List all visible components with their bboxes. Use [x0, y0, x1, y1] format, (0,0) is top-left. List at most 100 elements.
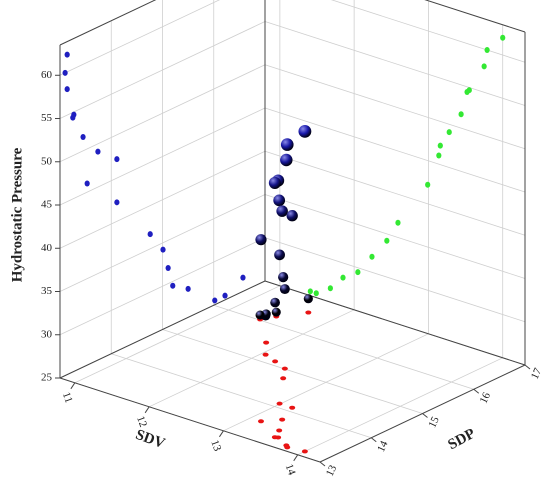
projection-point [437, 142, 443, 149]
tick-mark [473, 388, 480, 394]
projection-point [84, 180, 90, 187]
projection-point [222, 292, 228, 299]
projection-point [114, 156, 120, 163]
tick-mark [370, 437, 377, 443]
projection-point [384, 237, 390, 244]
projection-point [212, 297, 218, 304]
projection-point [160, 246, 166, 253]
grid-line [213, 304, 474, 390]
projection-point [307, 288, 313, 295]
data-point [298, 124, 312, 138]
data-point [280, 153, 293, 167]
x-tick-label: 11 [60, 391, 75, 405]
projection-point [262, 352, 269, 357]
x-tick-label: 12 [134, 414, 149, 428]
data-point [255, 234, 267, 246]
projection-point [279, 417, 286, 422]
projection-point [369, 253, 375, 260]
projection-point [147, 231, 153, 238]
projection-point [64, 86, 70, 93]
tick-mark [144, 406, 150, 414]
projection-point [114, 199, 120, 206]
z-tick-label: 45 [41, 199, 53, 211]
projection-point [395, 219, 401, 226]
projection-point [425, 181, 431, 188]
projection-point [301, 449, 308, 454]
x-tick-label: 13 [208, 438, 223, 453]
axis-edge [59, 0, 157, 46]
tick-mark [219, 430, 224, 438]
data-point [280, 138, 294, 151]
tick-mark [524, 364, 531, 370]
z-axis-title: Hydrostatic Pressure [9, 147, 25, 282]
projection-point [80, 134, 86, 141]
data-point [270, 297, 280, 308]
projection-point [289, 405, 296, 410]
y-tick-label: 14 [375, 439, 391, 454]
projection-point [313, 290, 319, 297]
marks [62, 34, 506, 454]
y-tick-label: 17 [529, 366, 545, 381]
y-tick-label: 16 [478, 390, 494, 405]
projection-point [185, 285, 191, 292]
projection-point [280, 376, 287, 381]
data-point [273, 194, 286, 207]
y-tick-label: 13 [324, 463, 340, 478]
projection-point [446, 129, 452, 136]
projection-point [64, 51, 70, 58]
projection-point [272, 359, 279, 364]
projection-point [464, 88, 470, 95]
z-tick-label: 35 [41, 285, 53, 297]
z-tick-label: 60 [41, 69, 53, 81]
projection-point [436, 152, 442, 159]
data-point [286, 210, 298, 222]
projection-point [458, 111, 464, 118]
projection-point [327, 285, 333, 292]
x-tick-label: 14 [283, 462, 298, 477]
projection-point [340, 274, 346, 281]
grid-line [330, 0, 526, 63]
grid-line [264, 107, 526, 193]
projection-point [263, 340, 270, 345]
z-tick-label: 50 [41, 155, 53, 167]
tick-mark [319, 461, 326, 467]
data-point [276, 205, 288, 217]
grid-line [111, 353, 372, 439]
grid-line [264, 194, 526, 279]
grid-line [264, 21, 526, 106]
data-point [274, 249, 285, 261]
data-point [271, 307, 281, 317]
projection-point [305, 310, 312, 315]
projection-point [481, 63, 487, 70]
grid-line [264, 150, 526, 236]
data-point [268, 176, 281, 189]
data-point [303, 294, 313, 304]
projection-point [240, 274, 246, 281]
data-point [279, 284, 290, 295]
y-tick-label: 15 [426, 414, 442, 429]
z-tick-label: 25 [41, 372, 53, 384]
projection-point [165, 265, 171, 272]
y-axis-title: SDP [445, 426, 478, 453]
axis-edge [424, 0, 526, 33]
projection-point [281, 366, 288, 371]
projection-point [95, 148, 101, 155]
projection-point [170, 282, 176, 289]
frame: 25 30 35 40 45 50 55 60 11 12 13 14 13 14 15 16 17 [41, 0, 545, 478]
projection-point [271, 435, 278, 440]
projection-point [276, 428, 283, 433]
projection-point [70, 114, 76, 121]
projection-point [276, 401, 283, 406]
grid [59, 0, 526, 463]
projection-point [283, 443, 290, 448]
axis-edge [264, 280, 526, 366]
tick-mark [70, 382, 76, 390]
projection-point [500, 34, 506, 41]
tick-mark [293, 454, 299, 462]
z-tick-label: 40 [41, 242, 53, 254]
data-point [278, 271, 289, 283]
z-tick-label: 55 [41, 112, 53, 124]
tick-mark [422, 413, 428, 418]
